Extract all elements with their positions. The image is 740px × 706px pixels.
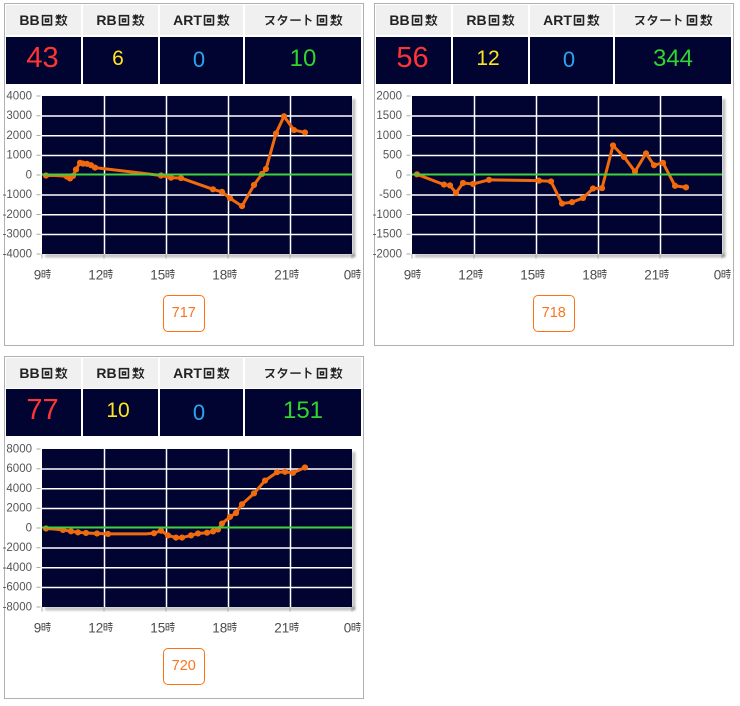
svg-text:-1000: -1000 bbox=[3, 189, 32, 201]
svg-text:21: 21 bbox=[274, 620, 289, 635]
svg-text:2000: 2000 bbox=[376, 90, 402, 102]
svg-text:2000: 2000 bbox=[6, 502, 32, 514]
svg-text:4000: 4000 bbox=[6, 90, 32, 102]
svg-text:0: 0 bbox=[26, 169, 32, 181]
svg-text:2000: 2000 bbox=[6, 130, 32, 142]
svg-text:-500: -500 bbox=[379, 189, 402, 201]
svg-text:15: 15 bbox=[150, 267, 165, 282]
svg-text:9: 9 bbox=[34, 620, 42, 635]
svg-text:0: 0 bbox=[344, 267, 352, 282]
svg-text:18: 18 bbox=[212, 620, 227, 635]
svg-text:-1500: -1500 bbox=[373, 229, 402, 241]
svg-text:-8000: -8000 bbox=[3, 601, 32, 613]
svg-text:-2000: -2000 bbox=[373, 248, 402, 260]
svg-text:-6000: -6000 bbox=[3, 581, 32, 593]
svg-text:21: 21 bbox=[644, 267, 659, 282]
svg-text:4000: 4000 bbox=[6, 482, 32, 494]
svg-text:6000: 6000 bbox=[6, 463, 32, 475]
svg-text:15: 15 bbox=[150, 620, 165, 635]
svg-text:-4000: -4000 bbox=[3, 248, 32, 260]
svg-text:-2000: -2000 bbox=[3, 542, 32, 554]
svg-text:-2000: -2000 bbox=[3, 209, 32, 221]
svg-text:0: 0 bbox=[344, 620, 352, 635]
svg-text:0: 0 bbox=[26, 522, 32, 534]
svg-text:21: 21 bbox=[274, 267, 289, 282]
svg-text:3000: 3000 bbox=[6, 110, 32, 122]
svg-text:0: 0 bbox=[396, 169, 402, 181]
svg-text:18: 18 bbox=[212, 267, 227, 282]
svg-text:9: 9 bbox=[404, 267, 412, 282]
svg-text:-3000: -3000 bbox=[3, 229, 32, 241]
svg-text:18: 18 bbox=[582, 267, 597, 282]
svg-text:9: 9 bbox=[34, 267, 42, 282]
svg-text:12: 12 bbox=[88, 620, 103, 635]
svg-text:8000: 8000 bbox=[6, 443, 32, 455]
svg-text:-1000: -1000 bbox=[373, 209, 402, 221]
svg-text:500: 500 bbox=[383, 150, 402, 162]
svg-text:12: 12 bbox=[458, 267, 473, 282]
svg-text:1000: 1000 bbox=[376, 130, 402, 142]
svg-text:12: 12 bbox=[88, 267, 103, 282]
svg-text:15: 15 bbox=[520, 267, 535, 282]
svg-text:1000: 1000 bbox=[6, 150, 32, 162]
svg-text:0: 0 bbox=[714, 267, 722, 282]
svg-text:-4000: -4000 bbox=[3, 561, 32, 573]
svg-text:1500: 1500 bbox=[376, 110, 402, 122]
